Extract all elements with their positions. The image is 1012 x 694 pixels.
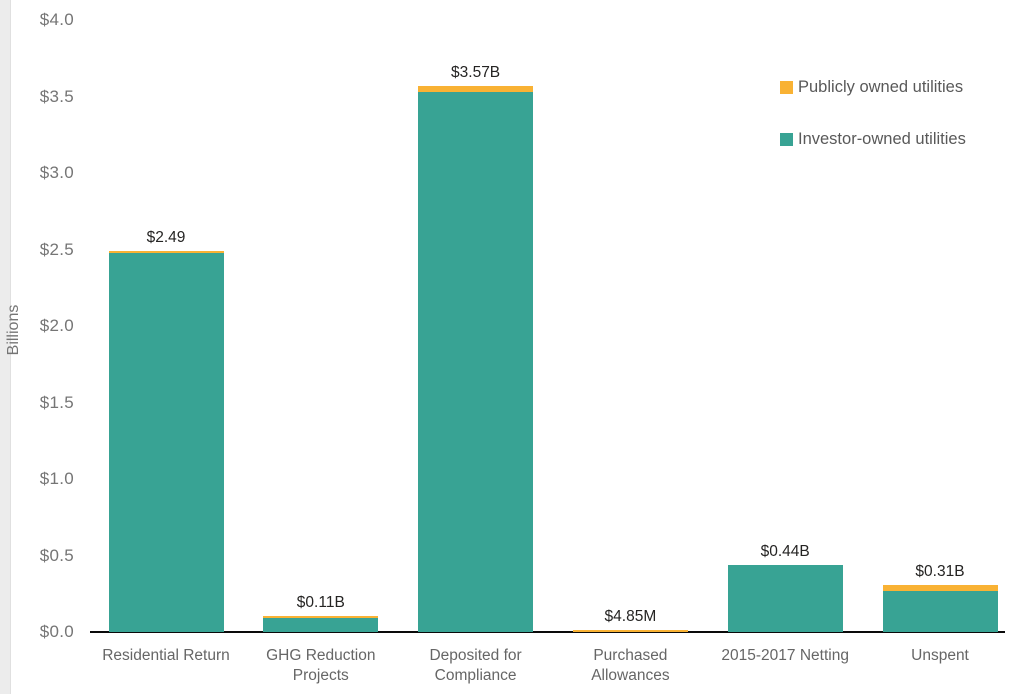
category-label: GHG Reduction Projects (266, 647, 376, 684)
bar-value-label: $0.31B (915, 563, 965, 580)
category-label: Residential Return (102, 647, 230, 664)
x-axis-line (90, 631, 1005, 633)
bar-value-label: $3.57B (451, 64, 501, 81)
bar-segment-publicly-owned[interactable] (418, 86, 534, 92)
bar-value-label: $0.11B (296, 594, 345, 611)
y-tick-label: $4.0 (39, 10, 74, 29)
bar-value-label: $0.44B (760, 543, 810, 560)
legend-label: Investor-owned utilities (798, 130, 966, 148)
bar-segment-investor-owned[interactable] (882, 591, 998, 632)
category-label: Purchased Allowances (591, 647, 670, 684)
y-tick-label: $0.0 (39, 622, 74, 641)
y-tick-label: $1.0 (39, 469, 74, 488)
window-edge-strip (0, 0, 11, 694)
bar-segment-publicly-owned[interactable] (882, 585, 998, 591)
y-tick-label: $2.0 (39, 316, 74, 335)
bar-segment-publicly-owned[interactable] (572, 630, 688, 632)
bar-value-label: $2.49 (146, 229, 186, 246)
legend-swatch-icon (780, 81, 793, 94)
y-tick-label: $1.5 (39, 392, 74, 412)
bar-segment-publicly-owned[interactable] (263, 616, 379, 618)
legend: Publicly owned utilities Investor-owned u… (780, 78, 966, 149)
legend-item[interactable]: Publicly owned utilities (780, 78, 966, 97)
bar-segment-publicly-owned[interactable] (108, 251, 224, 253)
bar-segment-investor-owned[interactable] (108, 253, 224, 632)
legend-label: Publicly owned utilities (798, 78, 964, 96)
y-tick-label: $0.5 (39, 545, 74, 565)
category-label: Unspent (911, 647, 969, 664)
category-label: 2015-2017 Netting (721, 647, 849, 664)
category-label: Deposited for Compliance (429, 647, 522, 684)
bar-segment-investor-owned[interactable] (727, 565, 843, 632)
y-tick-label: $3.0 (39, 163, 74, 182)
y-tick-label: $3.5 (39, 86, 74, 106)
y-tick-label: $2.5 (39, 239, 74, 259)
bar-value-label: $4.85M (604, 608, 657, 625)
bar-segment-investor-owned[interactable] (418, 92, 534, 632)
legend-swatch-icon (780, 133, 793, 146)
legend-item[interactable]: Investor-owned utilities (780, 130, 966, 149)
bar-segment-investor-owned[interactable] (263, 618, 379, 632)
